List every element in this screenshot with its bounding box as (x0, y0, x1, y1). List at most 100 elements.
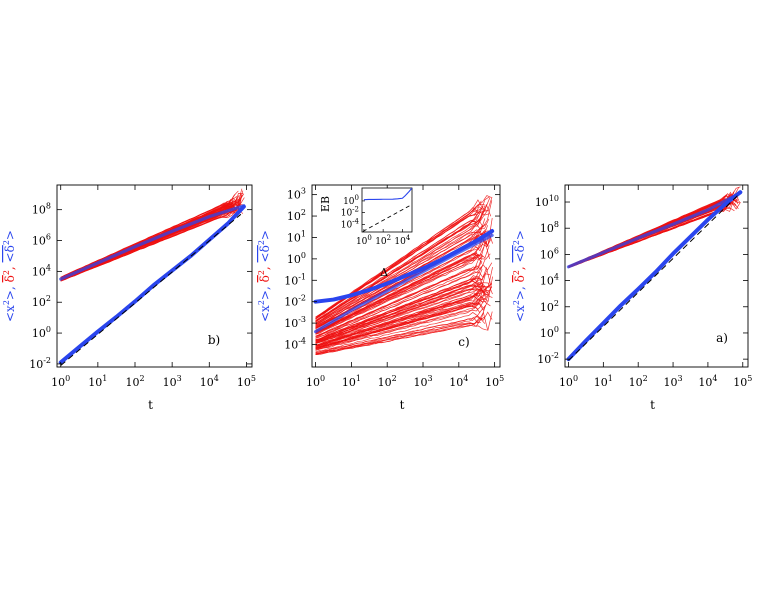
y-tick-label-base: 10 (540, 275, 554, 288)
inset-x-tick-label: 104 (394, 234, 410, 247)
trajectory-line (315, 200, 493, 324)
series-average-tamsd (566, 191, 742, 269)
trajectory-line (60, 210, 237, 282)
y-tick-label-base: 10 (32, 235, 46, 248)
inset-y-tick-label-exp: 0 (355, 194, 359, 202)
panel-label: c) (458, 335, 469, 349)
trajectory-line (315, 285, 492, 348)
y-label-part-0-sup: 2 (257, 300, 266, 305)
plot-frame (311, 184, 501, 368)
x-tick-label-base: 10 (88, 376, 102, 389)
y-tick-label-base: 10 (535, 196, 549, 209)
y-tick-label-base: 10 (29, 358, 43, 371)
y-tick-label: 102 (32, 294, 51, 309)
x-tick-label: 105 (733, 374, 752, 389)
y-tick-label: 1010 (535, 194, 559, 209)
x-tick-label-exp: 5 (251, 374, 256, 383)
series-ensemble-msd (313, 229, 495, 304)
x-tick-label: 100 (51, 374, 70, 389)
x-tick-label-exp: 1 (356, 374, 361, 383)
y-label-part-2-sup: 2 (257, 240, 266, 245)
trajectory-line (315, 212, 479, 321)
y-tick-label-base: 10 (287, 189, 301, 202)
inset-series-eb (363, 188, 412, 201)
y-tick-label: 10-4 (284, 337, 306, 352)
x-tick-label-base: 10 (449, 376, 463, 389)
x-tick-label-base: 10 (200, 376, 214, 389)
trajectory-line (60, 207, 245, 281)
trajectory-line (60, 190, 239, 278)
y-label-part-2: <δ (3, 245, 17, 262)
x-tick-label-exp: 2 (139, 374, 144, 383)
y-label-part-0-post: >, (513, 282, 527, 300)
plot-frame (56, 184, 253, 368)
series-ensemble-msd (58, 204, 246, 365)
y-label-part-0-sup: 2 (2, 300, 11, 305)
trajectory-line (315, 305, 486, 353)
y-tick-label: 108 (540, 220, 559, 235)
x-tick-label-base: 10 (485, 376, 499, 389)
inset-x-tick-label-base: 10 (394, 237, 406, 247)
trajectory-line (315, 254, 477, 332)
x-tick-label: 100 (306, 374, 325, 389)
trajectory-line (315, 321, 481, 355)
inset-y-tick-label: 100 (343, 194, 359, 207)
trajectory-line (315, 289, 483, 346)
x-tick-label: 105 (237, 374, 256, 389)
y-tick-label-exp: -2 (298, 294, 306, 303)
y-axis-label-text: <x2>, δ2, <δ2> (2, 230, 17, 322)
x-tick-label-exp: 1 (102, 374, 107, 383)
trajectory-line (315, 216, 482, 324)
inset-y-tick-label: 10-2 (341, 206, 359, 219)
y-tick-label-exp: -3 (298, 315, 306, 324)
trajectory-line (315, 287, 484, 346)
x-tick-label-base: 10 (237, 376, 251, 389)
x-tick-label: 104 (449, 374, 468, 389)
y-tick-label-exp: 6 (554, 246, 559, 255)
y-label-part-1-post: , (513, 262, 527, 270)
x-tick-label-exp: 0 (65, 374, 70, 383)
x-tick-label: 101 (594, 374, 613, 389)
inset-plot-area (362, 188, 412, 232)
y-tick-label-exp: 8 (46, 202, 51, 211)
y-label-part-2-post: > (258, 230, 272, 240)
trajectory-line (315, 218, 486, 326)
y-axis-label-text: <x2>, δ2, <δ2> (257, 230, 272, 322)
trajectory-line (315, 296, 491, 349)
y-label-part-0: <x (3, 305, 17, 322)
trajectory-line (315, 206, 484, 320)
x-axis-label: t (400, 398, 405, 412)
x-tick-label-exp: 3 (678, 374, 683, 383)
y-tick-label: 106 (540, 246, 559, 261)
panel-b: 100 101 102 103 104 10510-2100102104106108tb)… (2, 184, 256, 412)
x-tick-label-base: 10 (378, 376, 392, 389)
y-tick-label-exp: -4 (298, 337, 306, 346)
trajectory-line (315, 301, 488, 349)
inset-x-tick-label-exp: 0 (367, 234, 371, 242)
y-tick-label-base: 10 (32, 327, 46, 340)
y-tick-label: 100 (540, 325, 559, 340)
y-tick-label: 104 (540, 273, 559, 288)
y-tick-label-exp: 3 (301, 187, 306, 196)
y-axis-label: <x2>, δ2, <δ2> (512, 230, 527, 322)
plot-frame (564, 184, 749, 368)
y-tick-label: 108 (32, 202, 51, 217)
x-tick-label: 103 (413, 374, 432, 389)
y-tick-label-base: 10 (32, 296, 46, 309)
x-axis-label: t (148, 398, 153, 412)
trajectory-line (315, 257, 482, 334)
trajectory-line (315, 260, 483, 337)
trajectory-line (315, 245, 490, 335)
x-tick-label-exp: 0 (573, 374, 578, 383)
inset-x-tick-label-exp: 4 (406, 234, 411, 242)
x-tick-label-exp: 4 (214, 374, 219, 383)
x-tick-label: 102 (378, 374, 397, 389)
x-tick-label: 103 (664, 374, 683, 389)
y-tick-label-exp: 8 (554, 220, 559, 229)
inset-x-tick-label: 100 (356, 234, 372, 247)
trajectory-line (568, 186, 740, 267)
x-tick-label-base: 10 (413, 376, 427, 389)
y-tick-label-exp: 4 (46, 263, 51, 272)
